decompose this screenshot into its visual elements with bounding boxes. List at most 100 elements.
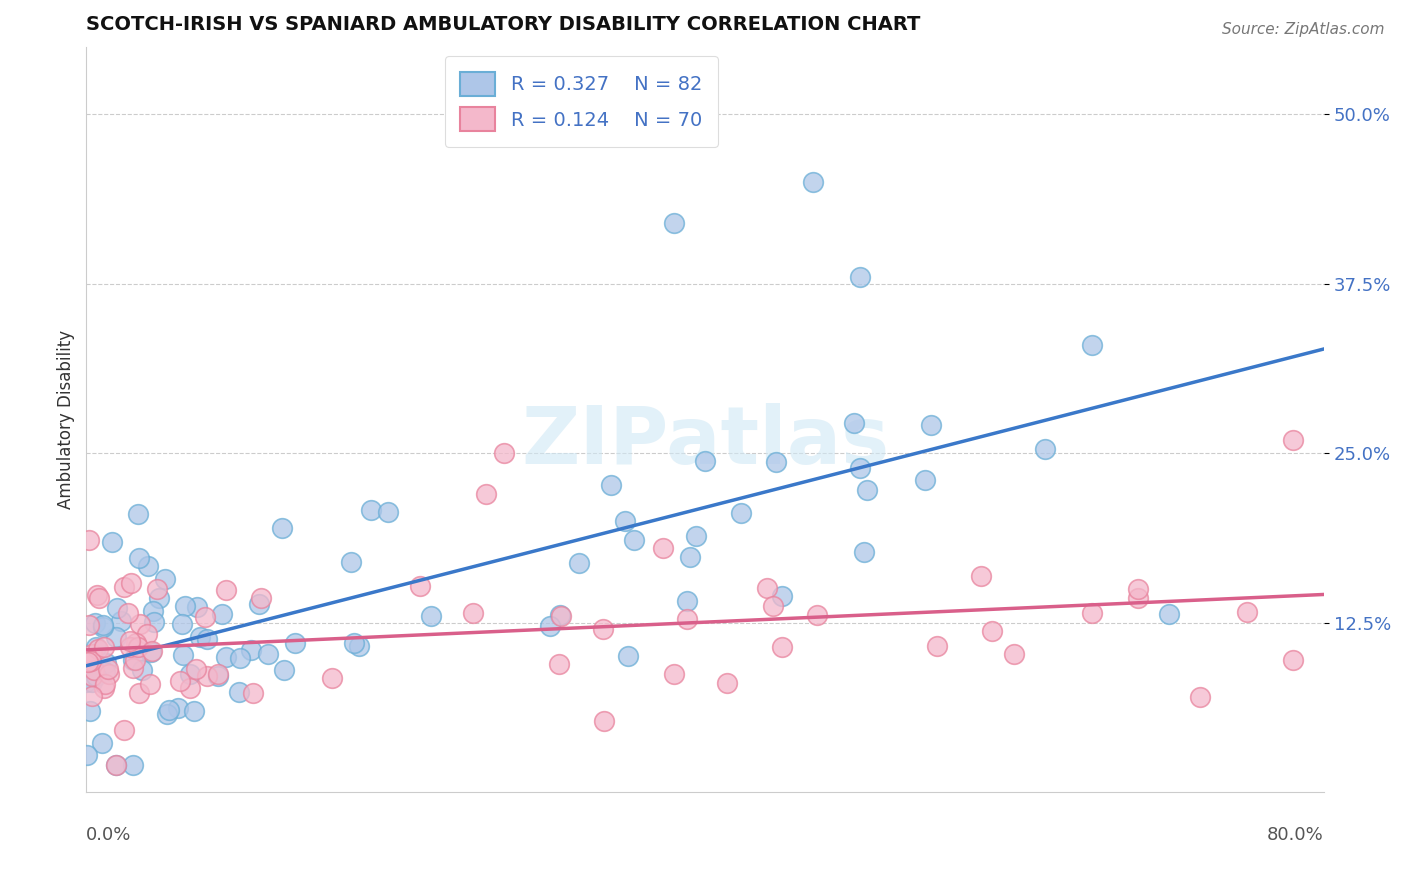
Point bbox=[461, 606, 484, 620]
Point bbox=[803, 175, 825, 189]
Point bbox=[548, 657, 571, 672]
Point bbox=[142, 604, 165, 618]
Point bbox=[122, 661, 145, 675]
Point bbox=[91, 617, 114, 632]
Point bbox=[981, 624, 1004, 639]
Point bbox=[215, 649, 238, 664]
Point bbox=[172, 648, 194, 662]
Point bbox=[321, 671, 343, 685]
Point bbox=[616, 648, 638, 663]
Point bbox=[94, 677, 117, 691]
Point bbox=[360, 503, 382, 517]
Point bbox=[172, 617, 194, 632]
Point bbox=[127, 640, 149, 655]
Point bbox=[80, 669, 103, 683]
Point bbox=[599, 477, 621, 491]
Point bbox=[271, 521, 294, 535]
Point bbox=[139, 645, 162, 659]
Point bbox=[856, 483, 879, 497]
Point bbox=[128, 686, 150, 700]
Point bbox=[86, 588, 108, 602]
Text: SCOTCH-IRISH VS SPANIARD AMBULATORY DISABILITY CORRELATION CHART: SCOTCH-IRISH VS SPANIARD AMBULATORY DISA… bbox=[86, 15, 921, 34]
Point bbox=[623, 533, 645, 548]
Point bbox=[84, 640, 107, 655]
Point bbox=[94, 665, 117, 680]
Point bbox=[76, 748, 98, 763]
Point bbox=[1128, 591, 1150, 606]
Point bbox=[852, 545, 875, 559]
Point bbox=[772, 640, 794, 655]
Point bbox=[117, 606, 139, 620]
Point bbox=[693, 454, 716, 468]
Point bbox=[79, 704, 101, 718]
Point bbox=[1081, 606, 1104, 620]
Point bbox=[96, 656, 118, 670]
Text: ZIPatlas: ZIPatlas bbox=[522, 403, 889, 481]
Point bbox=[914, 473, 936, 487]
Point bbox=[342, 636, 364, 650]
Point bbox=[652, 541, 675, 556]
Point bbox=[593, 714, 616, 729]
Point bbox=[183, 704, 205, 718]
Point bbox=[179, 681, 201, 695]
Point bbox=[215, 582, 238, 597]
Point bbox=[377, 505, 399, 519]
Point bbox=[120, 640, 142, 655]
Point bbox=[101, 535, 124, 549]
Text: Source: ZipAtlas.com: Source: ZipAtlas.com bbox=[1222, 22, 1385, 37]
Point bbox=[91, 620, 114, 634]
Point bbox=[409, 579, 432, 593]
Point bbox=[568, 556, 591, 570]
Point bbox=[128, 550, 150, 565]
Point bbox=[105, 630, 128, 644]
Point bbox=[250, 591, 273, 606]
Point bbox=[83, 663, 105, 677]
Point bbox=[148, 591, 170, 605]
Point bbox=[93, 681, 115, 695]
Point bbox=[679, 550, 702, 565]
Point bbox=[169, 674, 191, 689]
Point bbox=[242, 685, 264, 699]
Point bbox=[675, 593, 697, 607]
Point bbox=[112, 580, 135, 594]
Point bbox=[195, 669, 218, 683]
Point bbox=[228, 685, 250, 699]
Point bbox=[1159, 607, 1181, 622]
Point bbox=[257, 647, 280, 661]
Point bbox=[139, 677, 162, 691]
Point bbox=[592, 623, 614, 637]
Text: 80.0%: 80.0% bbox=[1267, 826, 1324, 844]
Point bbox=[136, 559, 159, 574]
Point bbox=[1081, 338, 1104, 352]
Point bbox=[145, 582, 167, 597]
Point bbox=[842, 416, 865, 430]
Point bbox=[685, 529, 707, 543]
Point bbox=[122, 652, 145, 666]
Point bbox=[120, 575, 142, 590]
Point bbox=[716, 675, 738, 690]
Point bbox=[121, 758, 143, 772]
Point bbox=[80, 675, 103, 690]
Point bbox=[1035, 442, 1057, 456]
Point bbox=[273, 663, 295, 677]
Point bbox=[93, 640, 115, 654]
Point bbox=[475, 486, 498, 500]
Point bbox=[211, 607, 233, 621]
Point bbox=[167, 700, 190, 714]
Point bbox=[112, 723, 135, 737]
Point bbox=[174, 599, 197, 613]
Point bbox=[662, 216, 685, 230]
Point bbox=[136, 627, 159, 641]
Point bbox=[77, 533, 100, 547]
Point bbox=[186, 599, 208, 614]
Point bbox=[538, 619, 561, 633]
Point bbox=[179, 667, 201, 681]
Point bbox=[110, 615, 132, 629]
Point bbox=[77, 618, 100, 632]
Point bbox=[239, 643, 262, 657]
Point bbox=[662, 667, 685, 681]
Point bbox=[765, 455, 787, 469]
Point bbox=[613, 515, 636, 529]
Point bbox=[90, 736, 112, 750]
Text: 0.0%: 0.0% bbox=[86, 826, 132, 844]
